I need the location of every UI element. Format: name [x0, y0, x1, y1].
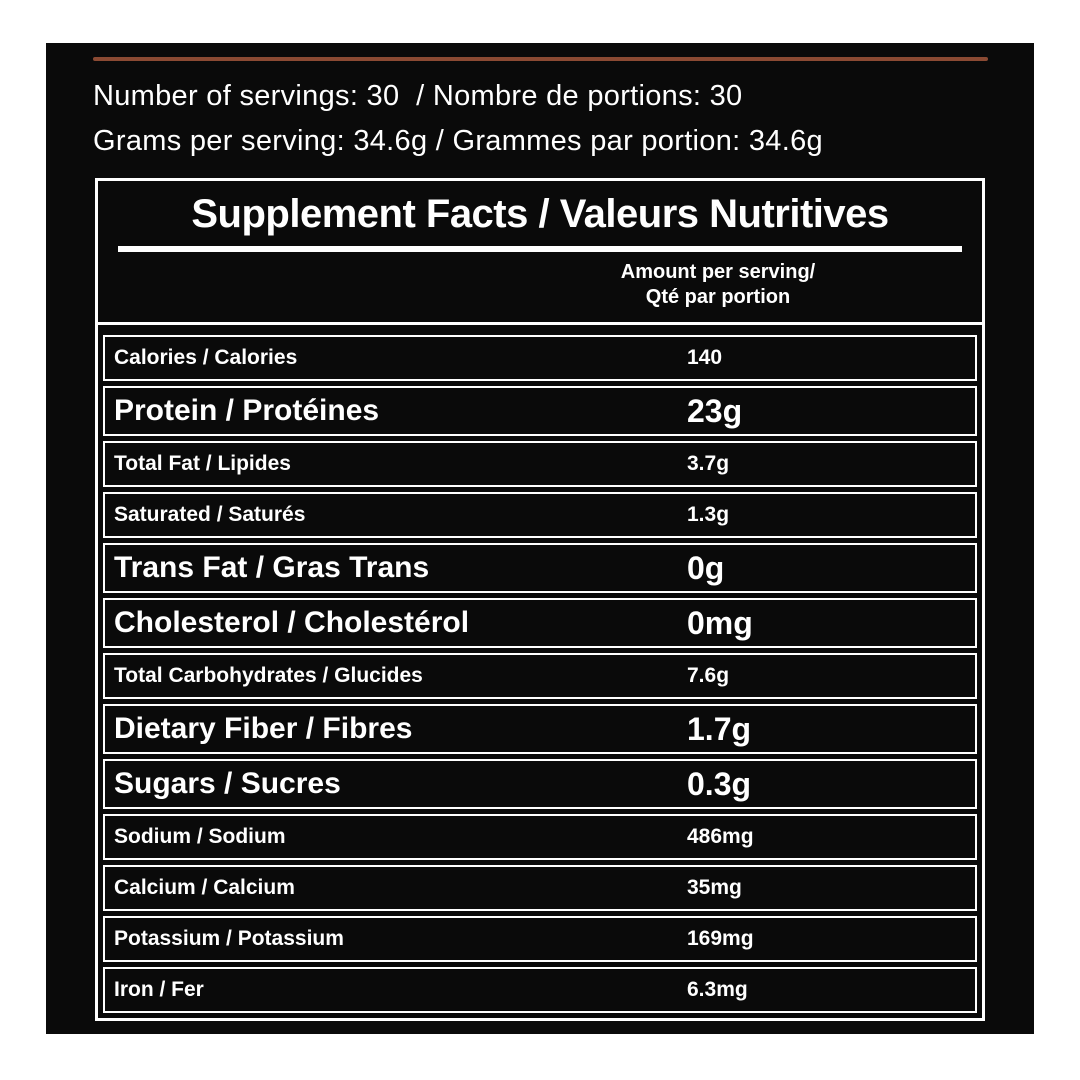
row-value: 6.3mg — [687, 978, 748, 1001]
facts-row: Total Fat / Lipides 3.7g — [103, 441, 977, 487]
serving-grams-text: Grams per serving: 34.6g / Grammes par p… — [93, 125, 823, 157]
facts-row: Sodium / Sodium 486mg — [103, 814, 977, 860]
row-value: 140 — [687, 346, 723, 369]
row-label: Trans Fat / Gras Trans — [114, 551, 430, 584]
amount-header-line2: Qté par portion — [645, 286, 791, 308]
row-label: Dietary Fiber / Fibres — [114, 712, 413, 745]
row-label: Total Carbohydrates / Glucides — [114, 664, 423, 687]
row-label: Sodium / Sodium — [114, 825, 286, 848]
facts-row: Saturated / Saturés 1.3g — [103, 492, 977, 538]
row-label: Calories / Calories — [114, 346, 298, 369]
row-label: Total Fat / Lipides — [114, 452, 291, 475]
row-value: 1.3g — [687, 503, 730, 526]
amount-header: Amount per serving/ Qté par portion — [106, 260, 974, 312]
facts-row: Sugars / Sucres 0.3g — [103, 759, 977, 809]
facts-row: Total Carbohydrates / Glucides 7.6g — [103, 653, 977, 699]
row-value: 1.7g — [687, 710, 752, 747]
row-value: 0g — [687, 549, 725, 586]
row-label: Potassium / Potassium — [114, 927, 344, 950]
row-label: Cholesterol / Cholestérol — [114, 606, 470, 639]
facts-row: Protein / Protéines 23g — [103, 386, 977, 436]
facts-row: Dietary Fiber / Fibres 1.7g — [103, 704, 977, 754]
serving-count-text: Number of servings: 30 / Nombre de porti… — [93, 80, 743, 112]
amount-header-line1: Amount per serving/ — [620, 261, 816, 283]
row-value: 35mg — [687, 876, 742, 899]
row-value: 23g — [687, 392, 743, 429]
row-label: Saturated / Saturés — [114, 503, 306, 526]
facts-row: Iron / Fer 6.3mg — [103, 967, 977, 1013]
facts-row: Potassium / Potassium 169mg — [103, 916, 977, 962]
facts-row: Trans Fat / Gras Trans 0g — [103, 543, 977, 593]
row-value: 486mg — [687, 825, 754, 848]
accent-divider-line — [93, 57, 988, 61]
facts-title: Supplement Facts / Valeurs Nutritives — [191, 192, 889, 236]
row-label: Calcium / Calcium — [114, 876, 295, 899]
row-value: 3.7g — [687, 452, 730, 475]
title-rule — [118, 246, 962, 252]
row-label: Protein / Protéines — [114, 394, 380, 427]
facts-row: Cholesterol / Cholestérol 0mg — [103, 598, 977, 648]
row-label: Iron / Fer — [114, 978, 204, 1001]
facts-rows: Calories / Calories 140 Protein / Protéi… — [98, 325, 982, 1018]
facts-table-header: Supplement Facts / Valeurs Nutritives Am… — [98, 181, 982, 325]
row-value: 7.6g — [687, 664, 730, 687]
supplement-label-panel: Number of servings: 30 / Nombre de porti… — [46, 43, 1034, 1034]
row-value: 0mg — [687, 604, 753, 641]
facts-row: Calories / Calories 140 — [103, 335, 977, 381]
facts-table: Supplement Facts / Valeurs Nutritives Am… — [95, 178, 985, 1021]
facts-row: Calcium / Calcium 35mg — [103, 865, 977, 911]
row-value: 169mg — [687, 927, 754, 950]
row-value: 0.3g — [687, 765, 752, 802]
row-label: Sugars / Sucres — [114, 767, 341, 800]
